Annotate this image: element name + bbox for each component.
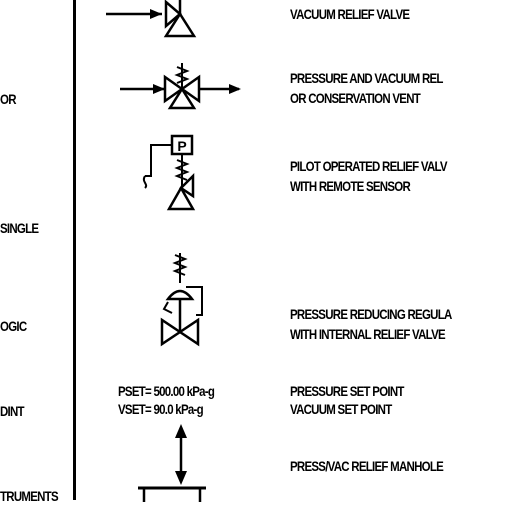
- manhole-label: PRESS/VAC RELIEF MANHOLE: [290, 458, 444, 474]
- vacuum-set-point-label: VACUUM SET POINT: [290, 401, 392, 417]
- pressure-set-point-label: PRESSURE SET POINT: [290, 383, 404, 399]
- reducing-regulator-label-2: WITH INTERNAL RELIEF VALVE: [290, 326, 446, 342]
- vset-value: VSET= 90.0 kPa-g: [118, 401, 204, 417]
- conservation-vent-label-1: PRESSURE AND VACUUM REL: [290, 70, 443, 86]
- column-divider: [73, 0, 76, 500]
- left-fragment-single: SINGLE: [0, 220, 39, 236]
- pset-value: PSET= 500.00 kPa-g: [118, 383, 215, 399]
- pilot-tag-letter: P: [177, 138, 186, 154]
- vacuum-relief-valve-symbol: [106, 0, 197, 38]
- left-fragment-or: OR: [0, 91, 16, 107]
- pressure-reducing-regulator-symbol: [160, 253, 203, 347]
- left-fragment-instruments: TRUMENTS: [0, 488, 59, 504]
- pilot-relief-label-1: PILOT OPERATED RELIEF VALV: [290, 158, 448, 174]
- left-fragment-point: DINT: [0, 403, 25, 419]
- pilot-relief-valve-symbol: P: [142, 134, 196, 211]
- reducing-regulator-label-1: PRESSURE REDUCING REGULA: [290, 306, 452, 322]
- vacuum-relief-valve-label: VACUUM RELIEF VALVE: [290, 6, 410, 22]
- conservation-vent-label-2: OR CONSERVATION VENT: [290, 90, 421, 106]
- pilot-relief-label-2: WITH REMOTE SENSOR: [290, 178, 411, 194]
- conservation-vent-symbol: [120, 63, 241, 110]
- relief-manhole-symbol: [138, 424, 206, 502]
- left-fragment-logic: OGIC: [0, 318, 27, 334]
